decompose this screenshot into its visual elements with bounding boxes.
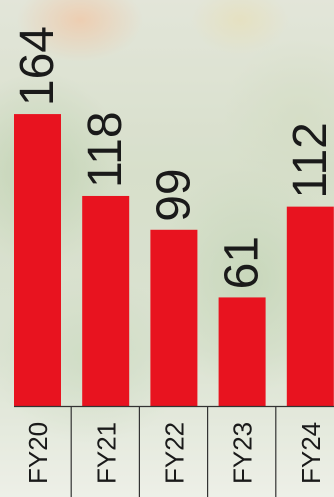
bar-fy24 [286,206,334,406]
bar-fy20 [14,114,61,406]
value-label-fy24: 112 [284,122,334,199]
category-label-fy21: FY21 [91,422,121,484]
category-label-fy23: FY23 [228,422,258,484]
value-label-fy21: 118 [79,111,132,188]
value-label-fy20: 164 [11,26,64,106]
value-labels-group: 164 118 99 61 112 [11,26,334,289]
value-label-fy23: 61 [216,236,269,289]
category-label-fy22: FY22 [160,422,190,484]
category-label-fy24: FY24 [296,422,326,484]
bars-group [14,114,334,406]
bar-fy23 [218,297,266,406]
bar-fy21 [82,195,130,406]
category-labels-group: FY20 FY21 FY22 FY23 FY24 [23,422,326,484]
category-label-fy20: FY20 [23,422,53,484]
x-axis [14,405,334,497]
bar-fy22 [150,229,198,406]
value-label-fy22: 99 [147,168,200,221]
